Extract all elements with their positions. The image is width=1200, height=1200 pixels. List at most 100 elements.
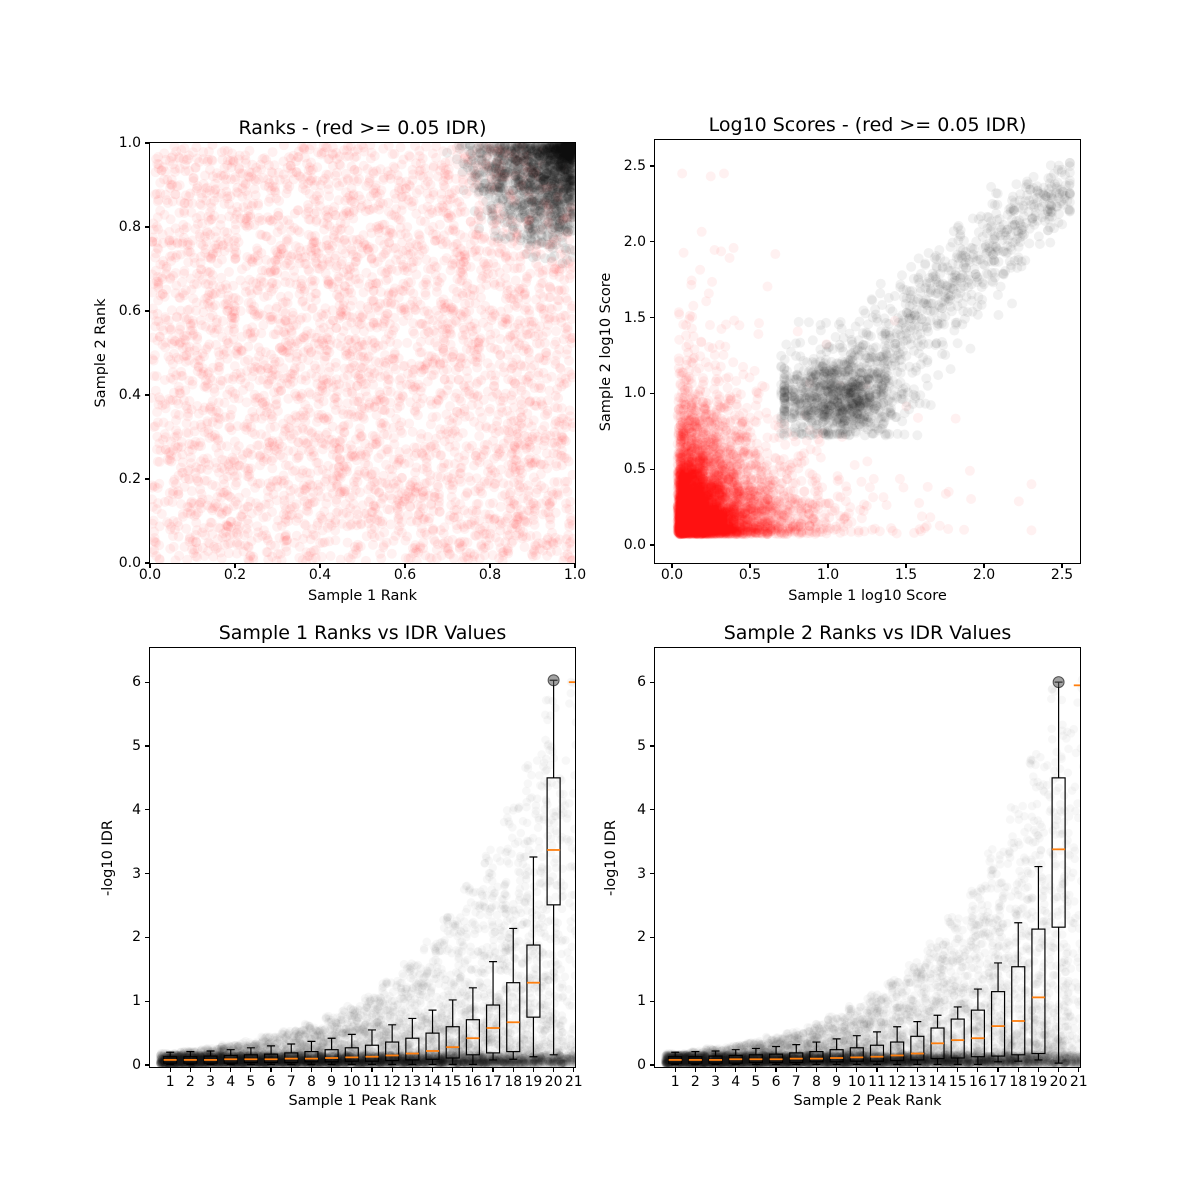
- y-tick-mark: [144, 310, 149, 312]
- x-tick-mark: [735, 1067, 737, 1072]
- x-tick-label: 0.8: [478, 567, 502, 583]
- x-tick-mark: [512, 1067, 514, 1072]
- x-tick-label: 18: [1009, 1074, 1028, 1090]
- x-tick-label: 1.5: [894, 567, 918, 583]
- x-tick-label: 3: [206, 1074, 215, 1090]
- x-tick-mark: [391, 1067, 393, 1072]
- axes-ranks-scatter: [148, 141, 576, 564]
- log10-scores-xaxis-label: Sample 1 log10 Score: [788, 588, 947, 604]
- sample2-idr-yaxis-label: -log10 IDR: [603, 820, 619, 896]
- x-tick-label: 15: [443, 1074, 462, 1090]
- y-tick-label: 3: [637, 865, 646, 882]
- y-tick-label: 1: [637, 993, 646, 1010]
- x-tick-mark: [553, 1067, 555, 1072]
- x-tick-mark: [1017, 1067, 1019, 1072]
- x-tick-label: 19: [524, 1074, 543, 1090]
- x-tick-mark: [209, 1067, 212, 1072]
- y-tick-mark: [144, 936, 149, 938]
- x-tick-mark: [404, 563, 406, 568]
- y-tick-mark: [144, 142, 149, 144]
- sample1-idr-canvas: [149, 647, 575, 1067]
- x-tick-mark: [905, 563, 907, 568]
- log10-scores-canvas: [654, 139, 1080, 563]
- x-tick-label: 21: [1069, 1074, 1088, 1090]
- sample1-idr-yaxis-label: -log10 IDR: [100, 820, 116, 896]
- x-tick-mark: [189, 1067, 191, 1072]
- x-tick-mark: [856, 1067, 858, 1072]
- x-tick-label: 10: [847, 1074, 866, 1090]
- y-tick-label: 3: [132, 865, 141, 882]
- x-tick-mark: [431, 1067, 434, 1072]
- x-tick-label: 2: [690, 1074, 700, 1090]
- x-tick-label: 12: [383, 1074, 402, 1090]
- y-tick-label: 2.0: [623, 233, 646, 250]
- x-tick-label: 0.6: [393, 567, 417, 583]
- x-tick-mark: [319, 563, 321, 568]
- x-tick-label: 20: [544, 1074, 563, 1090]
- x-tick-label: 4: [731, 1074, 741, 1090]
- x-tick-label: 5: [246, 1074, 256, 1090]
- x-tick-mark: [331, 1067, 333, 1072]
- y-tick-label: 0.0: [118, 555, 141, 571]
- x-tick-mark: [749, 563, 751, 568]
- y-tick-mark: [144, 1000, 149, 1002]
- x-tick-label: 0.5: [738, 567, 762, 583]
- y-tick-label: 6: [132, 674, 141, 691]
- y-tick-label: 0.4: [118, 387, 141, 403]
- x-tick-label: 3: [711, 1074, 720, 1090]
- y-tick-label: 0: [132, 1057, 141, 1074]
- x-tick-label: 0.0: [660, 567, 684, 583]
- sample1-idr-xaxis-label: Sample 1 Peak Rank: [288, 1093, 437, 1109]
- x-tick-label: 19: [1029, 1074, 1048, 1090]
- x-tick-label: 11: [363, 1074, 381, 1090]
- x-tick-mark: [694, 1067, 696, 1072]
- x-tick-label: 6: [266, 1074, 276, 1090]
- x-tick-mark: [755, 1067, 757, 1072]
- sample2-idr-title: Sample 2 Ranks vs IDR Values: [723, 622, 1012, 644]
- x-tick-label: 7: [791, 1074, 801, 1090]
- x-tick-label: 21: [564, 1074, 583, 1090]
- x-tick-mark: [957, 1067, 959, 1072]
- y-tick-label: 0.2: [118, 471, 141, 487]
- x-tick-label: 9: [327, 1074, 337, 1090]
- x-tick-label: 14: [928, 1074, 947, 1090]
- log10-scores-title: Log10 Scores - (red >= 0.05 IDR): [708, 114, 1027, 136]
- x-tick-label: 2.5: [1050, 567, 1074, 583]
- ranks-xaxis-label: Sample 1 Rank: [307, 588, 418, 604]
- y-tick-mark: [649, 241, 654, 243]
- x-tick-mark: [876, 1067, 878, 1072]
- x-tick-label: 11: [868, 1074, 886, 1090]
- x-tick-mark: [489, 563, 491, 568]
- y-tick-label: 1.0: [623, 385, 646, 402]
- x-tick-label: 0.2: [223, 567, 247, 583]
- axes-log10-scores-scatter: [653, 138, 1081, 564]
- x-tick-label: 15: [948, 1074, 967, 1090]
- y-tick-label: 2: [132, 929, 141, 946]
- y-tick-label: 0.5: [623, 461, 646, 478]
- x-tick-label: 0.0: [138, 567, 162, 583]
- x-tick-mark: [230, 1067, 232, 1072]
- x-tick-mark: [1037, 1067, 1040, 1072]
- x-tick-mark: [714, 1067, 717, 1072]
- y-tick-mark: [649, 316, 654, 319]
- x-tick-label: 9: [832, 1074, 842, 1090]
- y-tick-label: 5: [132, 737, 141, 754]
- x-tick-mark: [1058, 1067, 1060, 1072]
- y-tick-label: 0.0: [623, 536, 646, 553]
- x-tick-label: 14: [423, 1074, 442, 1090]
- y-tick-label: 1: [132, 993, 141, 1010]
- y-tick-label: 0.8: [118, 219, 141, 235]
- x-tick-label: 17: [989, 1074, 1007, 1090]
- x-tick-mark: [671, 563, 673, 568]
- y-tick-label: 2: [637, 929, 646, 946]
- x-tick-label: 16: [463, 1074, 482, 1090]
- y-tick-mark: [144, 681, 149, 683]
- y-tick-mark: [144, 745, 149, 747]
- x-tick-mark: [411, 1067, 413, 1072]
- x-tick-mark: [573, 1067, 575, 1072]
- x-tick-label: 10: [342, 1074, 361, 1090]
- x-tick-label: 12: [888, 1074, 907, 1090]
- y-tick-mark: [649, 544, 654, 546]
- ranks-title: Ranks - (red >= 0.05 IDR): [238, 117, 487, 139]
- y-tick-mark: [144, 809, 149, 811]
